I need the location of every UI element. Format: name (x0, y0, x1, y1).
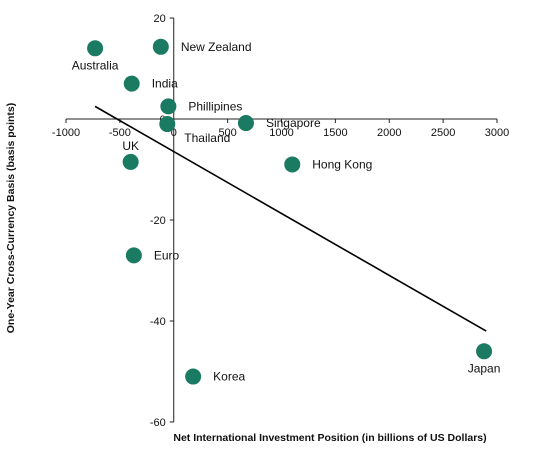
trendline-group (94, 105, 487, 332)
data-point (125, 247, 142, 264)
axes: -1000-500050010001500200025003000200-20-… (52, 13, 509, 429)
point-label: Australia (72, 58, 119, 72)
x-tick-label: 3000 (485, 127, 509, 139)
x-tick-label: -500 (109, 127, 131, 139)
data-point (152, 38, 169, 55)
x-tick-label: 0 (171, 127, 177, 139)
x-tick-label: 500 (218, 127, 236, 139)
point-label: Hong Kong (312, 157, 372, 171)
y-tick-label: -40 (150, 316, 166, 328)
data-point (160, 98, 177, 115)
data-point (237, 115, 254, 132)
point-label: Japan (468, 361, 501, 375)
x-tick-label: -1000 (52, 127, 80, 139)
labels-group: Australia New Zealand India Phillipines Thai… (72, 40, 501, 384)
point-label: UK (122, 139, 139, 153)
y-axis-title: One-Year Cross-Currency Basis (basis poi… (5, 103, 17, 334)
point-label: Singapore (266, 116, 321, 130)
point-label: India (152, 77, 178, 91)
point-label: Euro (154, 248, 180, 262)
y-tick-label: 20 (154, 13, 166, 25)
x-tick-label: 1500 (323, 127, 347, 139)
data-point (159, 116, 176, 133)
y-tick-label: -60 (150, 417, 166, 429)
point-label: Phillipines (188, 99, 242, 113)
data-point (476, 343, 493, 360)
data-point (87, 40, 104, 57)
x-tick-label: 2000 (377, 127, 401, 139)
data-point (123, 75, 140, 92)
x-tick-label: 2500 (431, 127, 455, 139)
point-label: New Zealand (181, 40, 252, 54)
point-label: Thailand (184, 131, 230, 145)
points-group (87, 38, 493, 385)
trendline (94, 105, 487, 332)
y-tick-label: -20 (150, 215, 166, 227)
data-point (284, 156, 301, 173)
x-axis-title: Net International Investment Position (i… (173, 432, 486, 444)
data-point (122, 153, 139, 170)
x-tick-label: 1000 (269, 127, 293, 139)
point-label: Korea (213, 370, 245, 384)
data-point (185, 368, 202, 385)
